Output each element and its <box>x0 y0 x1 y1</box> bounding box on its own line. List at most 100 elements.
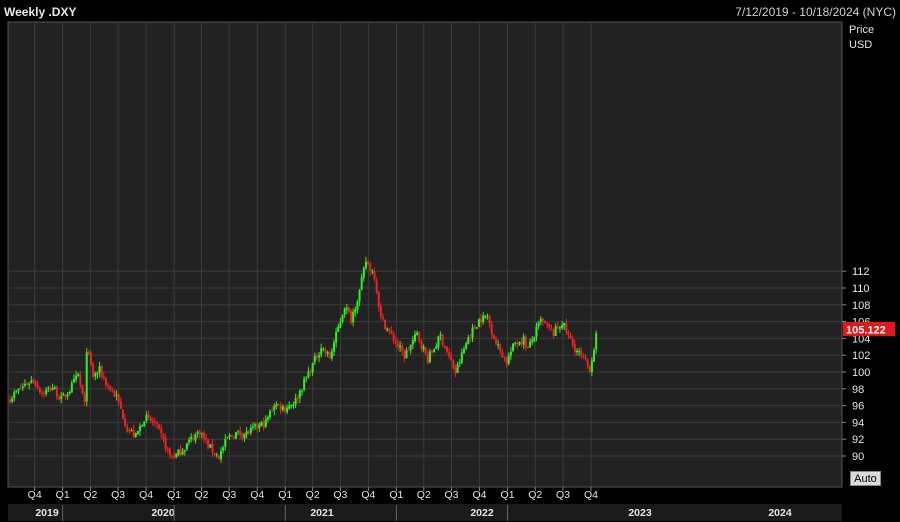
plot-area <box>7 21 843 488</box>
candle <box>494 335 497 346</box>
auto-scale-button[interactable]: Auto <box>850 471 881 486</box>
candle <box>232 435 235 440</box>
candle <box>15 389 18 394</box>
x-quarter-label: Q2 <box>306 489 320 501</box>
candle <box>34 380 37 388</box>
candle <box>145 411 148 424</box>
candle <box>573 339 576 357</box>
x-year-label: 2020 <box>151 507 175 519</box>
candle <box>55 385 58 401</box>
candle <box>341 314 344 324</box>
candle <box>369 261 372 276</box>
candle <box>70 380 73 393</box>
candle <box>379 302 382 320</box>
candle <box>188 437 191 446</box>
x-quarter-label: Q2 <box>528 489 542 501</box>
candles <box>9 256 598 463</box>
candle <box>358 289 361 307</box>
candle <box>362 266 365 282</box>
candle <box>350 308 353 325</box>
candle <box>458 359 461 368</box>
candle <box>107 382 110 390</box>
candle <box>518 341 521 346</box>
candle <box>40 390 43 397</box>
candle <box>550 324 553 331</box>
candle <box>488 314 491 328</box>
chart-title: Weekly .DXY <box>4 5 77 19</box>
candle <box>121 409 124 420</box>
candle <box>471 323 474 342</box>
candle <box>405 347 408 359</box>
candle <box>72 374 75 383</box>
candle <box>396 338 399 351</box>
candle <box>230 434 233 438</box>
candle <box>575 348 578 356</box>
candle <box>32 377 35 384</box>
candle <box>469 334 472 343</box>
candle <box>467 334 470 345</box>
x-quarter-label: Q1 <box>278 489 292 501</box>
candle <box>87 349 90 356</box>
candle <box>294 393 297 409</box>
candle <box>243 433 246 443</box>
y-tick-label: 92 <box>852 434 864 446</box>
y-tick-label: 102 <box>852 350 870 362</box>
candle <box>213 452 216 457</box>
candle <box>526 346 529 349</box>
candle <box>307 366 310 379</box>
candle <box>480 313 483 328</box>
candle <box>394 336 397 348</box>
x-quarter-label: Q1 <box>56 489 70 501</box>
candle <box>136 430 139 436</box>
candle <box>53 385 56 390</box>
candle <box>578 347 581 357</box>
candle <box>535 322 538 342</box>
candle <box>194 432 197 444</box>
candle <box>183 449 186 456</box>
candle <box>126 423 129 433</box>
candle <box>81 384 84 395</box>
candle <box>62 392 65 396</box>
candle <box>343 307 346 318</box>
candle <box>548 323 551 331</box>
candle <box>249 424 252 436</box>
candle <box>185 442 188 452</box>
candle <box>322 347 325 352</box>
candle <box>175 453 178 459</box>
candle <box>465 341 468 350</box>
candle <box>211 439 214 458</box>
candle <box>237 430 240 436</box>
x-quarter-label: Q2 <box>195 489 209 501</box>
candle <box>377 291 380 312</box>
candle <box>305 376 308 383</box>
x-quarter-label: Q3 <box>222 489 236 501</box>
candle <box>580 346 583 359</box>
candle <box>409 344 412 355</box>
candle <box>448 347 451 360</box>
candle <box>266 415 269 423</box>
candle <box>181 448 184 456</box>
candle <box>85 348 88 407</box>
candle <box>554 323 557 337</box>
candle <box>283 406 286 414</box>
candle <box>36 380 39 391</box>
candle <box>531 336 534 345</box>
candle <box>426 350 429 365</box>
candle <box>13 389 16 402</box>
candle <box>512 343 515 353</box>
candle <box>303 375 306 392</box>
candle <box>11 395 14 404</box>
y-tick-label: 94 <box>852 417 864 429</box>
candle <box>371 269 374 275</box>
candle <box>153 417 156 428</box>
candle <box>43 390 46 399</box>
candle <box>499 343 502 355</box>
candle <box>565 318 568 336</box>
candle <box>75 370 78 383</box>
candle <box>143 421 146 428</box>
candle <box>382 313 385 322</box>
candle <box>17 388 20 395</box>
grid <box>8 22 842 487</box>
candle <box>49 385 52 393</box>
candle <box>139 423 142 436</box>
